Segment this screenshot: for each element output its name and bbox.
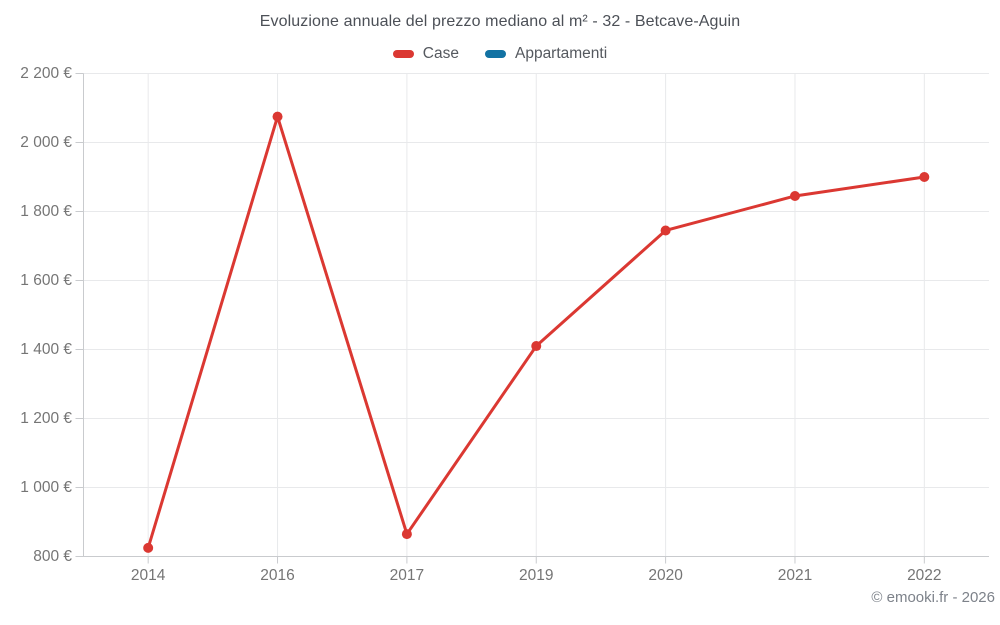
y-tick-label: 1 200 € bbox=[20, 409, 72, 427]
legend-label-appartamenti: Appartamenti bbox=[514, 45, 608, 62]
x-tick-label: 2020 bbox=[648, 567, 683, 584]
legend-item-case[interactable]: Case bbox=[392, 45, 459, 63]
y-tick-label: 1 000 € bbox=[20, 478, 72, 496]
y-tick-label: 800 € bbox=[33, 547, 72, 565]
x-tick-label: 2021 bbox=[777, 567, 813, 584]
y-tick-label: 2 000 € bbox=[20, 133, 72, 151]
data-point[interactable] bbox=[531, 341, 542, 352]
x-tick-label: 2019 bbox=[519, 567, 554, 584]
chart-title: Evoluzione annuale del prezzo mediano al… bbox=[259, 13, 741, 30]
y-tick-label: 1 400 € bbox=[20, 340, 72, 358]
x-tick-label: 2014 bbox=[130, 567, 166, 584]
x-tick-label: 2022 bbox=[907, 567, 942, 584]
y-tick-label: 1 600 € bbox=[20, 271, 72, 289]
data-point[interactable] bbox=[143, 542, 154, 553]
data-point[interactable] bbox=[919, 172, 930, 182]
legend-item-appartamenti[interactable]: Appartamenti bbox=[484, 45, 608, 63]
x-tick-label: 2016 bbox=[260, 567, 295, 584]
data-point[interactable] bbox=[401, 529, 412, 540]
attribution: © emooki.fr - 2026 bbox=[871, 589, 995, 606]
y-tick-label: 2 200 € bbox=[20, 64, 72, 82]
data-point[interactable] bbox=[660, 225, 671, 236]
legend-label-case: Case bbox=[422, 45, 459, 62]
y-tick-label: 1 800 € bbox=[20, 202, 72, 220]
data-point[interactable] bbox=[272, 111, 283, 122]
legend-swatch-case bbox=[392, 50, 414, 58]
x-tick-label: 2017 bbox=[389, 567, 425, 584]
data-point[interactable] bbox=[789, 190, 800, 201]
legend: Case Appartamenti bbox=[0, 45, 1000, 63]
legend-swatch-appartamenti bbox=[484, 50, 506, 58]
